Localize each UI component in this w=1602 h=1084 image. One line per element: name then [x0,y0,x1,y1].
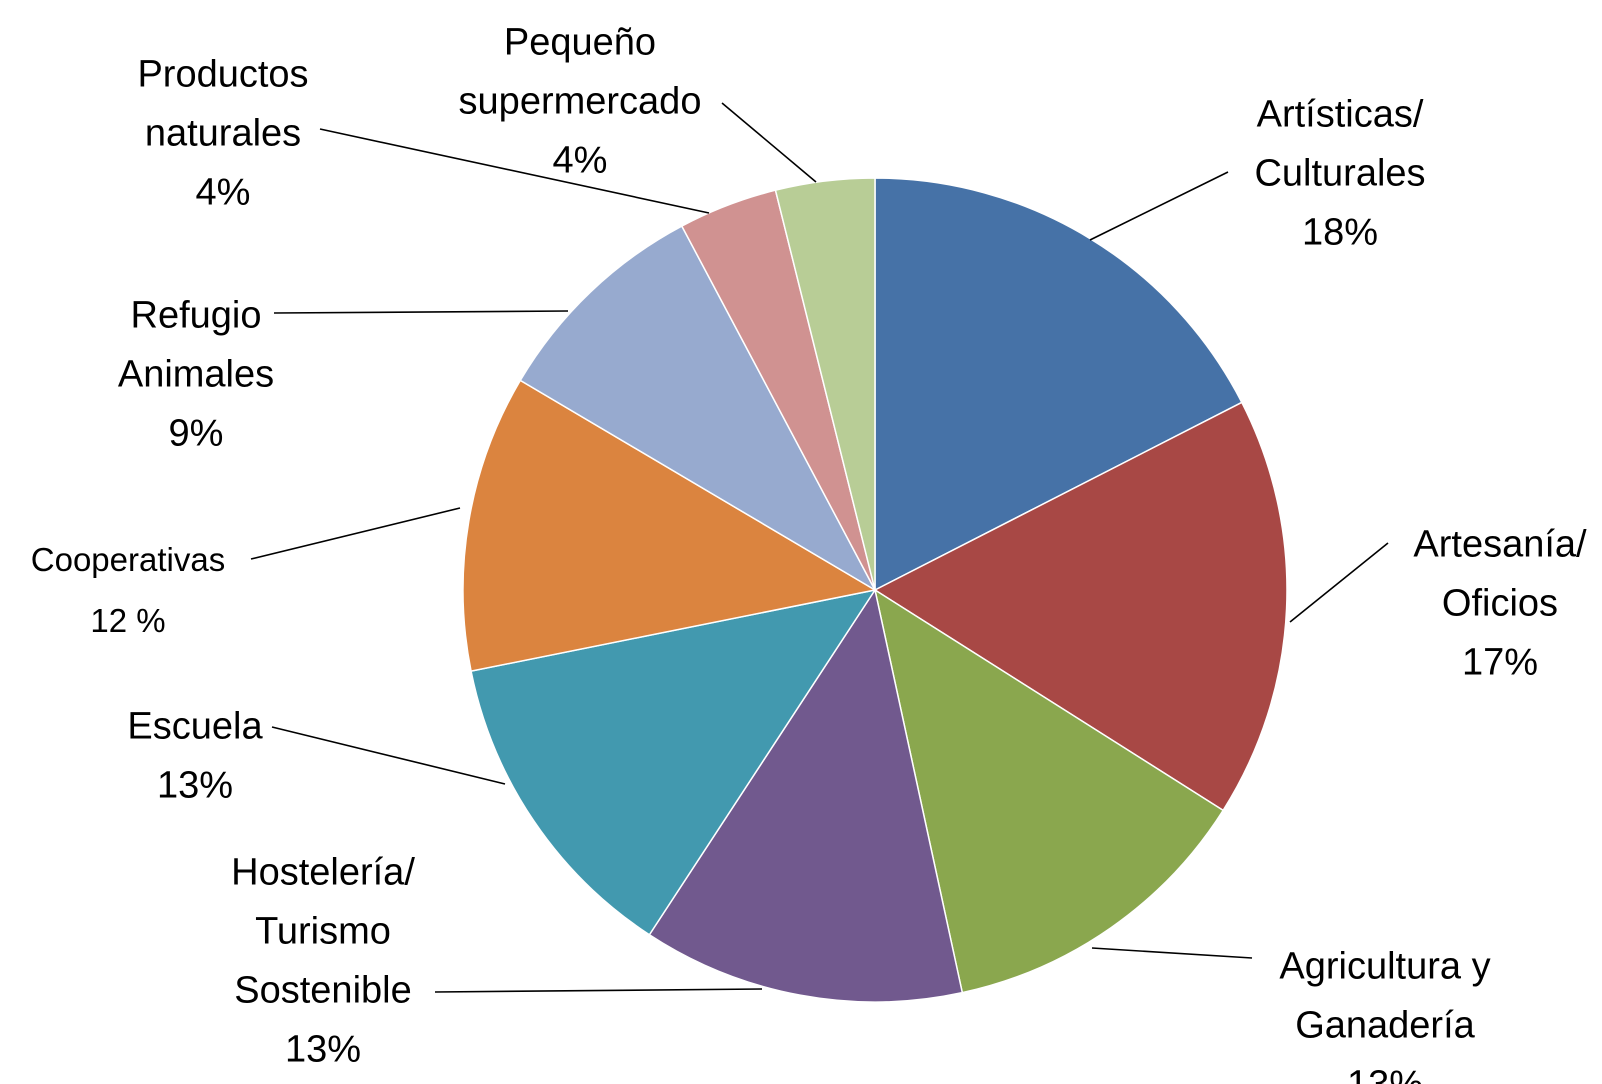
slice-label-8: Productos naturales 4% [137,53,308,213]
slice-category-label: Productos [137,53,308,95]
slice-percent-label: 4% [553,139,608,181]
slice-category-label: Refugio [131,294,262,336]
leader-line-1 [1089,171,1229,241]
leader-line-2 [1289,542,1389,623]
slice-category-label: Oficios [1442,582,1558,624]
leader-lines [250,102,1389,993]
slice-category-label: Artesanía/ [1413,523,1587,565]
pie-slice-2 [873,401,1288,812]
slice-label-9: Pequeño supermercado 4% [459,21,702,181]
leader-line-8 [319,128,710,214]
leader-line-4 [434,988,763,993]
leader-line-5 [271,726,506,785]
pie-slice-1 [874,177,1243,592]
slice-category-label: Sostenible [234,969,411,1011]
slice-percent-label: 13% [1347,1063,1423,1084]
leader-line-7 [273,310,569,314]
slice-percent-label: 9% [169,412,224,454]
slice-category-label: Cooperativas [31,541,225,578]
slice-category-label: Ganadería [1295,1004,1475,1046]
slice-category-label: Escuela [127,705,263,747]
slice-label-1: Artísticas/Culturales 18% [1254,93,1425,253]
slice-labels: Artísticas/Culturales 18% Artesanía/Oficio… [31,21,1587,1084]
slice-category-label: Agricultura y [1279,945,1490,987]
slice-percent-label: 12 % [90,602,165,639]
slice-percent-label: 17% [1462,641,1538,683]
slice-category-label: supermercado [459,80,702,122]
leader-line-6 [250,507,461,560]
slice-percent-label: 13% [285,1028,361,1070]
slice-label-7: Refugio Animales 9% [118,294,274,454]
leader-line-9 [721,102,817,183]
slice-label-5: Escuela 13% [127,705,263,806]
pie-slice-3 [873,588,1225,994]
slice-category-label: naturales [145,112,301,154]
pie-slice-4 [648,588,964,1003]
slice-label-2: Artesanía/Oficios 17% [1413,523,1587,683]
slice-category-label: Hostelería/ [231,851,415,893]
pie-slice-5 [470,588,877,936]
slice-category-label: Artísticas/ [1257,93,1424,135]
slice-label-4: Hostelería/Turismo Sostenible 13% [231,851,415,1070]
slice-percent-label: 13% [157,764,233,806]
pie-slice-9 [774,177,876,591]
slice-category-label: Animales [118,353,274,395]
slice-percent-label: 4% [196,171,251,213]
slice-percent-label: 18% [1302,211,1378,253]
pie-slice-7 [519,225,877,593]
slice-category-label: Turismo [255,910,391,952]
pie-slices [462,177,1288,1003]
slice-category-label: Pequeño [504,21,656,63]
slice-label-3: Agricultura y Ganadería 13% [1279,945,1490,1084]
slice-label-6: Cooperativas 12 % [31,541,225,639]
pie-slice-6 [462,379,878,673]
leader-line-3 [1091,947,1253,959]
slice-category-label: Culturales [1254,152,1425,194]
